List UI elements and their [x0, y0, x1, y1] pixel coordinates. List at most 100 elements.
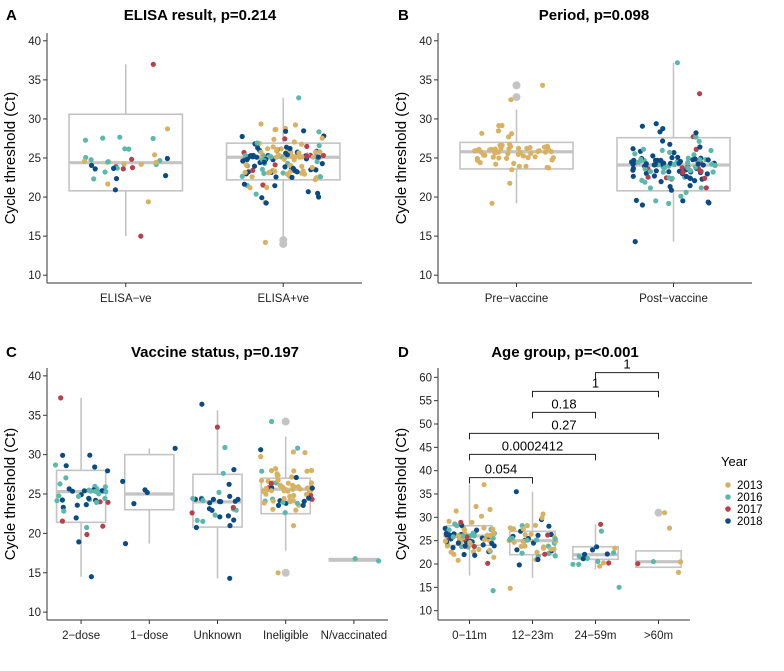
- y-tick-label: 10: [28, 607, 41, 619]
- x-category-label: 0−11m: [452, 630, 487, 642]
- data-point-2018: [122, 541, 129, 547]
- y-tick-label: 20: [28, 528, 41, 540]
- data-point-2013: [504, 155, 510, 161]
- data-point-2013: [291, 139, 297, 145]
- data-point-2013: [298, 141, 305, 147]
- data-point-2018: [651, 173, 658, 179]
- data-point-2016: [317, 174, 324, 180]
- data-point-2013: [285, 488, 291, 494]
- data-point-2013: [525, 154, 531, 161]
- panel-letter: B: [398, 7, 409, 24]
- data-point-2018: [112, 187, 118, 193]
- x-category-label: 12−23m: [512, 630, 554, 642]
- y-tick-label: 35: [28, 410, 41, 422]
- x-category-label: Ineligible: [263, 630, 308, 642]
- data-point-2018: [105, 468, 111, 474]
- data-point-2016: [117, 134, 123, 140]
- data-point-2013: [489, 200, 495, 206]
- data-point-2018: [227, 523, 233, 529]
- bracket-line: [469, 453, 596, 461]
- data-point-2013: [270, 506, 276, 512]
- data-point-2018: [630, 173, 636, 179]
- data-point-2018: [658, 157, 664, 163]
- data-point-2018: [301, 498, 307, 504]
- boxplot-2: [123, 448, 175, 544]
- outlier-point: [512, 93, 521, 102]
- data-point-2016: [100, 135, 106, 141]
- data-point-2016: [650, 559, 657, 565]
- data-point-2016: [611, 550, 617, 556]
- data-point-2018: [692, 156, 698, 162]
- data-point-2017: [272, 162, 278, 168]
- data-point-2018: [301, 128, 307, 134]
- data-point-2013: [477, 160, 483, 166]
- data-point-2018: [309, 485, 315, 491]
- y-tick-label: 25: [28, 153, 41, 165]
- y-tick-label: 20: [419, 559, 432, 571]
- data-point-2013: [317, 149, 323, 155]
- data-point-2018: [275, 502, 282, 508]
- data-point-2013: [455, 557, 461, 563]
- data-point-2016: [102, 495, 108, 502]
- data-point-2018: [172, 445, 178, 451]
- y-tick-label: 15: [419, 231, 432, 243]
- data-point-2018: [443, 530, 449, 537]
- data-point-2018: [258, 447, 264, 453]
- data-point-2013: [507, 585, 513, 591]
- data-point-2017: [129, 165, 136, 171]
- data-point-2018: [74, 502, 80, 508]
- data-point-2018: [239, 133, 245, 140]
- data-point-2013: [472, 148, 478, 154]
- data-point-2016: [220, 470, 226, 476]
- panel-letter: D: [398, 344, 409, 361]
- data-point-2013: [275, 477, 281, 483]
- data-point-2016: [200, 518, 206, 525]
- comparison-bracket: 1: [532, 375, 659, 398]
- data-point-2016: [222, 444, 228, 451]
- data-point-2018: [283, 128, 289, 134]
- data-point-2018: [164, 155, 170, 162]
- data-point-2013: [105, 181, 111, 187]
- data-point-2013: [153, 159, 159, 165]
- outlier-point: [279, 236, 288, 245]
- data-point-2013: [461, 527, 467, 533]
- data-point-2018: [705, 157, 711, 163]
- y-tick-label: 30: [28, 114, 41, 126]
- data-point-2018: [193, 524, 199, 531]
- data-point-2016: [269, 418, 275, 425]
- data-point-2013: [508, 97, 514, 103]
- data-point-2016: [642, 166, 648, 172]
- data-point-2013: [548, 546, 554, 552]
- data-point-2018: [516, 562, 522, 568]
- data-point-2016: [282, 509, 288, 516]
- data-point-2017: [150, 61, 156, 67]
- data-point-2017: [606, 560, 612, 566]
- data-point-2013: [247, 185, 253, 191]
- data-point-2016: [194, 517, 200, 524]
- data-point-2013: [520, 526, 526, 532]
- x-category-label: ELISA−ve: [100, 293, 151, 305]
- data-point-2013: [487, 147, 493, 153]
- data-point-2016: [576, 561, 582, 568]
- data-point-2016: [598, 528, 605, 534]
- data-point-2013: [291, 492, 297, 499]
- data-point-2013: [541, 144, 548, 150]
- data-point-2018: [462, 543, 468, 549]
- data-point-2017: [598, 521, 604, 527]
- y-tick-label: 15: [28, 231, 41, 243]
- data-point-2016: [103, 489, 109, 495]
- data-point-2013: [492, 150, 498, 156]
- data-point-2016: [662, 165, 668, 171]
- data-point-2017: [304, 143, 310, 149]
- data-point-2018: [88, 574, 94, 580]
- data-point-2016: [678, 193, 684, 199]
- data-point-2013: [308, 480, 314, 486]
- data-point-2013: [264, 184, 270, 191]
- data-point-2017: [268, 480, 274, 486]
- data-point-2018: [535, 532, 541, 538]
- data-point-2018: [259, 195, 265, 201]
- data-point-2016: [91, 176, 97, 182]
- data-point-2016: [698, 185, 704, 191]
- data-point-2013: [270, 498, 276, 504]
- data-point-2016: [659, 147, 665, 153]
